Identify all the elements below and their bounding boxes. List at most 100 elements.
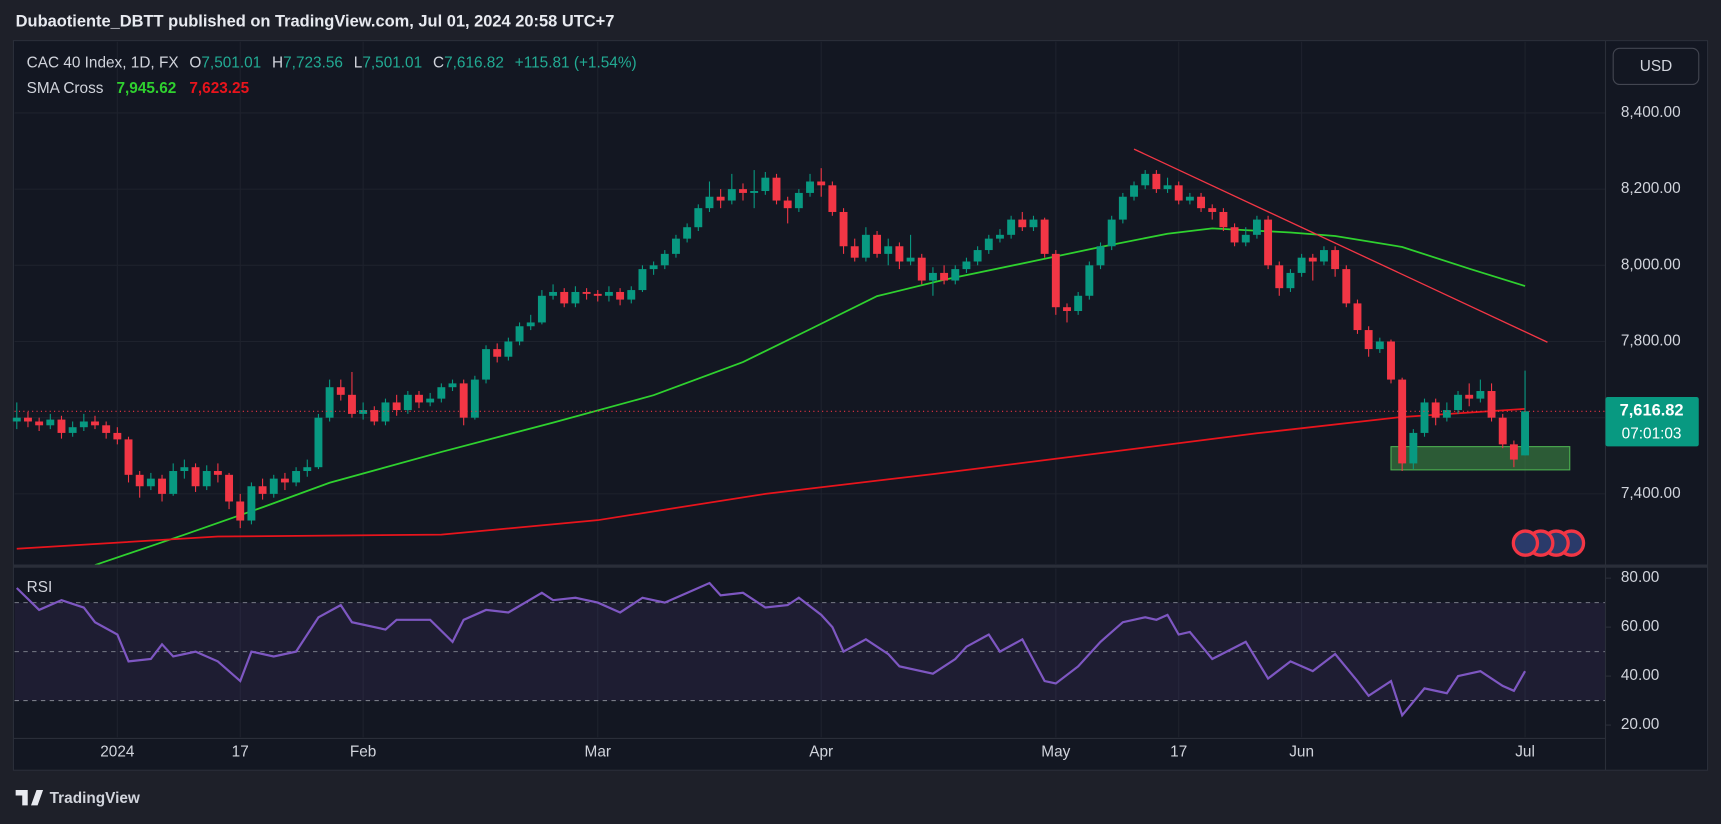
candle-body (437, 387, 446, 399)
candle-body (649, 265, 658, 270)
candle-body (1286, 272, 1295, 289)
candle-body (1063, 307, 1071, 312)
candle-body (470, 379, 479, 418)
candle-body (493, 349, 502, 357)
x-tick-label: 17 (1170, 744, 1187, 761)
candle-body (46, 419, 55, 426)
candle-body (1409, 432, 1418, 464)
x-tick-label: Jun (1289, 744, 1314, 761)
candle-body (1096, 246, 1105, 266)
y-tick-label: 8,200.00 (1621, 180, 1681, 197)
candle-body (1420, 402, 1429, 433)
candle-body (504, 341, 513, 357)
candle-body (895, 246, 904, 262)
candle-body (124, 439, 133, 475)
event-flags (1511, 529, 1586, 557)
candle-body (292, 471, 301, 483)
candle-body (213, 471, 222, 475)
x-tick-label: Feb (350, 744, 376, 761)
candle-body (839, 211, 848, 247)
legend-ohlc: CAC 40 Index, 1D, FX O7,501.01 H7,723.56… (27, 55, 637, 72)
candle-body (917, 257, 926, 281)
candle-body (1074, 295, 1083, 312)
candle-body (169, 471, 178, 494)
currency-label[interactable]: USD (1640, 58, 1672, 75)
tv-logo: TradingView (15, 789, 140, 807)
candle-body (1197, 196, 1206, 209)
candle-body (68, 427, 77, 433)
candle-body (146, 478, 155, 487)
candle-body (1498, 417, 1507, 445)
x-tick-label: Mar (585, 744, 611, 761)
candle-body (113, 432, 122, 440)
candle-body (1398, 379, 1407, 464)
candle-body (459, 383, 468, 418)
y-tick-label: 7,400.00 (1621, 485, 1681, 502)
candle-body (225, 474, 234, 502)
price-tag-label: 7,616.82 (1620, 402, 1684, 420)
countdown: 07:01:03 (1622, 425, 1682, 442)
candle-body (996, 234, 1004, 239)
candle-body (884, 246, 893, 254)
candle-body (973, 250, 982, 262)
candle-body (1454, 394, 1462, 411)
rsi-line (15, 581, 1527, 718)
candle-body (348, 394, 356, 414)
candle-body (303, 467, 312, 472)
rsi-tick-label: 60.00 (1621, 618, 1659, 635)
candle-body (537, 295, 546, 323)
x-tick-label: Apr (809, 744, 833, 761)
ohlc-value: 7,501.01 (201, 55, 261, 72)
indicator-name: SMA Cross (27, 80, 104, 97)
candle-body (247, 486, 256, 521)
candle-body (783, 200, 792, 209)
candle-body (91, 421, 99, 426)
candle-body (1342, 269, 1351, 304)
candle-body (403, 394, 412, 411)
symbol: CAC 40 Index, 1D, FX (27, 55, 179, 72)
candle-body (761, 177, 770, 192)
candle-body (772, 177, 781, 201)
candle-body (1320, 250, 1328, 262)
candle-body (1152, 173, 1161, 190)
candle-body (750, 191, 759, 193)
x-tick-label: May (1041, 744, 1070, 761)
candle-body (1275, 265, 1284, 289)
y-tick-label: 7,800.00 (1621, 333, 1681, 350)
candle-body (236, 501, 245, 521)
candle-body (1040, 219, 1049, 254)
rsi-tick-label: 80.00 (1621, 569, 1659, 586)
y-tick-label: 8,000.00 (1621, 256, 1681, 273)
ohlc-key: O (189, 55, 201, 72)
candle-body (336, 387, 345, 395)
candle-body (57, 419, 66, 433)
legend-sma: SMA Cross 7,945.62 7,623.25 (27, 80, 250, 97)
candle-body (672, 238, 680, 254)
candle-body (1018, 219, 1027, 228)
candle-body (861, 234, 870, 258)
candle-body (202, 471, 211, 487)
support-zone (1390, 446, 1571, 471)
currency-button[interactable] (1612, 47, 1700, 86)
candle-body (381, 402, 390, 422)
candle-body (873, 234, 882, 254)
candle-body (604, 291, 613, 296)
candle-body (1085, 265, 1094, 296)
candle-body (1364, 330, 1373, 350)
candle-body (1308, 257, 1317, 262)
candle-body (906, 257, 915, 262)
x-tick-label: 2024 (100, 744, 135, 761)
candle-body (940, 272, 949, 281)
candle-body (705, 196, 714, 209)
x-tick-label: Jul (1515, 744, 1535, 761)
candle-body (1252, 219, 1261, 235)
candle-body (1521, 411, 1530, 456)
candle-body (180, 467, 189, 472)
candle-body (1118, 196, 1127, 220)
flag (1511, 529, 1540, 557)
candle-body (549, 291, 558, 296)
candle-body (1007, 219, 1016, 235)
logo-mark (15, 789, 44, 806)
candle-body (1387, 341, 1395, 380)
